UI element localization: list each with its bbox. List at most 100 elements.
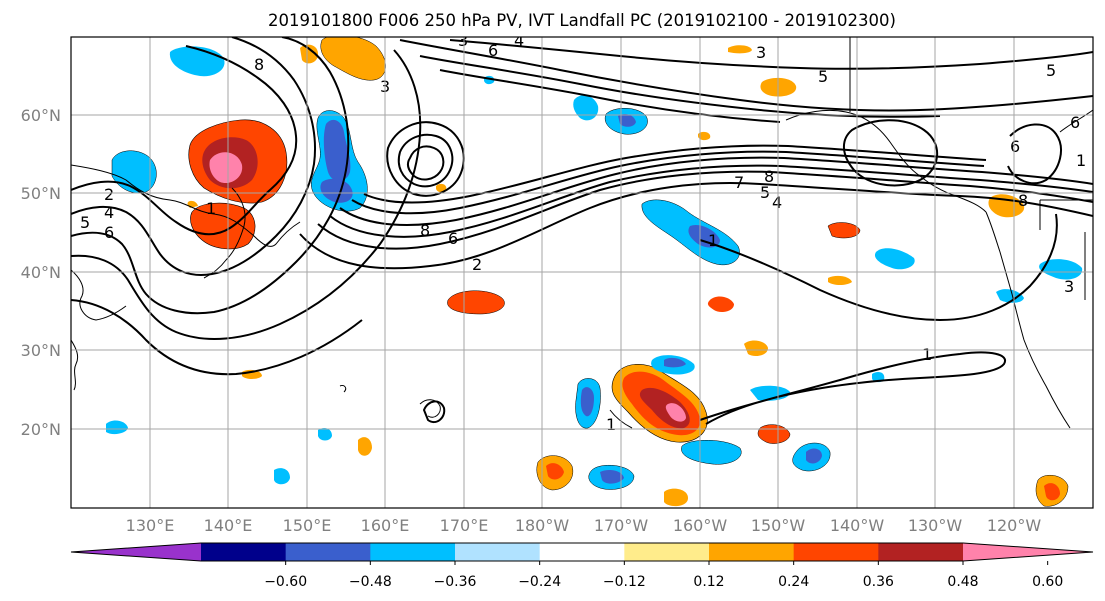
- positive-anomaly-sub-1-inner: [546, 463, 564, 480]
- negative-anomaly-sub-6: [106, 420, 128, 435]
- contour-north-4: [449, 39, 1093, 70]
- negative-anomaly-east-1: [874, 248, 915, 270]
- positive-anomaly-sub-3: [664, 488, 688, 507]
- colorbar-tick-label: −0.60: [264, 574, 307, 590]
- contour-label: 1: [1076, 151, 1086, 170]
- negative-anomaly-bering-inner: [618, 114, 636, 127]
- contour-label: 4: [772, 193, 782, 212]
- contour-label: 1: [922, 345, 932, 364]
- colorbar-tick-label: 0.24: [778, 574, 809, 590]
- map-frame: [70, 36, 1094, 509]
- contour-north-3: [439, 69, 781, 123]
- positive-anomaly-sub-4-inner: [1044, 483, 1060, 501]
- contour-north-2: [419, 55, 941, 118]
- contour-label: 1: [708, 231, 718, 250]
- lat-label: 40°N: [21, 263, 61, 282]
- positive-anomaly-hawaii-peak: [665, 403, 686, 422]
- lon-label: 180°W: [515, 516, 570, 535]
- colorbar-segment: [793, 543, 879, 561]
- contour-label: 6: [104, 223, 114, 242]
- contour-label: 4: [514, 31, 524, 50]
- contour-7: [351, 150, 985, 215]
- coast-north-america: [985, 199, 1093, 429]
- contour-west-1: [71, 45, 298, 236]
- negative-anomaly-central-inner: [688, 224, 720, 248]
- contour-west-2: [71, 37, 316, 276]
- colorbar-segment: [201, 543, 287, 561]
- colorbar-segment: [709, 543, 795, 561]
- lon-label: 150°W: [751, 516, 806, 535]
- contour-label: 8: [254, 55, 264, 74]
- contour-label: 5: [80, 213, 90, 232]
- negative-anomaly-kamchatka-lower: [320, 178, 353, 203]
- contour-4: [317, 170, 1093, 250]
- contour-2: [299, 182, 1093, 270]
- map-content: 8 3 6 4 3 3 5 5 6 2 5 4 6 8 6 2 7 8 5 4: [71, 31, 1093, 508]
- negative-anomaly-kamchatka-inner: [323, 119, 351, 181]
- positive-anomaly-midpac: [447, 290, 505, 315]
- lon-label: 160°E: [361, 516, 410, 535]
- contour-label: 6: [1070, 113, 1080, 132]
- lon-label: 150°E: [283, 516, 332, 535]
- negative-anomaly-sub-1-inner: [580, 387, 594, 417]
- contour-label: 4: [104, 203, 114, 222]
- lat-label: 30°N: [21, 341, 61, 360]
- latitude-labels: 60°N 50°N 40°N 30°N 20°N: [21, 106, 61, 439]
- positive-anomaly-small-2: [744, 340, 768, 356]
- negative-anomaly-hawaii-north-inner: [664, 357, 686, 368]
- contour-north-1: [399, 39, 1093, 112]
- positive-anomaly-small-1: [707, 296, 734, 312]
- lon-label: 130°E: [126, 516, 175, 535]
- negative-anomaly-sub-4-inner: [806, 448, 822, 464]
- gridlines: [71, 37, 1093, 508]
- contour-label: 5: [1046, 61, 1056, 80]
- contour-label: 6: [448, 229, 458, 248]
- lon-label: 160°W: [673, 516, 728, 535]
- contour-west-4: [71, 49, 422, 340]
- coast-islands: [339, 385, 633, 429]
- colorbar-segment: [624, 543, 710, 561]
- lat-label: 60°N: [21, 106, 61, 125]
- negative-anomaly-sub-8: [274, 468, 290, 485]
- lon-label: 140°E: [204, 516, 253, 535]
- contour-label: 8: [764, 167, 774, 186]
- colorbar-tick-label: −0.24: [518, 574, 561, 590]
- contour-label: 7: [734, 173, 744, 192]
- contour-label: 1: [206, 199, 216, 218]
- coast-japan: [203, 187, 246, 279]
- coastlines: [71, 37, 1093, 429]
- colorbar-segment: [878, 543, 964, 561]
- contour-5: [329, 164, 1093, 238]
- colorbar-segment: [455, 543, 541, 561]
- negative-anomaly-west: [111, 150, 157, 194]
- lat-label: 20°N: [21, 420, 61, 439]
- positive-anomaly-northern: [320, 37, 386, 81]
- contour-8: [363, 144, 987, 204]
- contour-west-3: [71, 37, 350, 315]
- colorbar-segment: [370, 543, 456, 561]
- coast-asia: [71, 164, 301, 391]
- colorbar-segment: [285, 543, 371, 561]
- colorbar-tick-label: −0.48: [349, 574, 392, 590]
- positive-anomaly-northern-small: [300, 44, 318, 64]
- lon-label: 140°W: [830, 516, 885, 535]
- contour-low-2: [397, 133, 454, 188]
- contour-east-arc: [1007, 123, 1062, 185]
- colorbar-outline: [70, 542, 1094, 562]
- negative-anomaly-sub-9: [872, 372, 885, 383]
- positive-anomaly-east-1: [827, 222, 861, 239]
- colorbar-tick-label: 0.36: [863, 574, 894, 590]
- negative-anomaly-coast: [1039, 259, 1083, 280]
- colorbar: −0.60 −0.48 −0.36 −0.24 −0.12 0.12 0.24 0.36 0.4…: [70, 542, 1094, 590]
- coast-alaska: [785, 37, 1093, 213]
- contour-label: 8: [420, 221, 430, 240]
- colorbar-tick-label: −0.36: [434, 574, 477, 590]
- contour-ring-sub: [422, 400, 446, 424]
- colorbar-tick-label: 0.48: [947, 574, 978, 590]
- contour-label: 6: [488, 41, 498, 60]
- pv-anomaly-fills: [106, 37, 1083, 507]
- positive-anomaly-small-3: [828, 275, 852, 285]
- negative-anomaly-sub-5-inner: [600, 470, 624, 484]
- contour-label: 2: [104, 185, 114, 204]
